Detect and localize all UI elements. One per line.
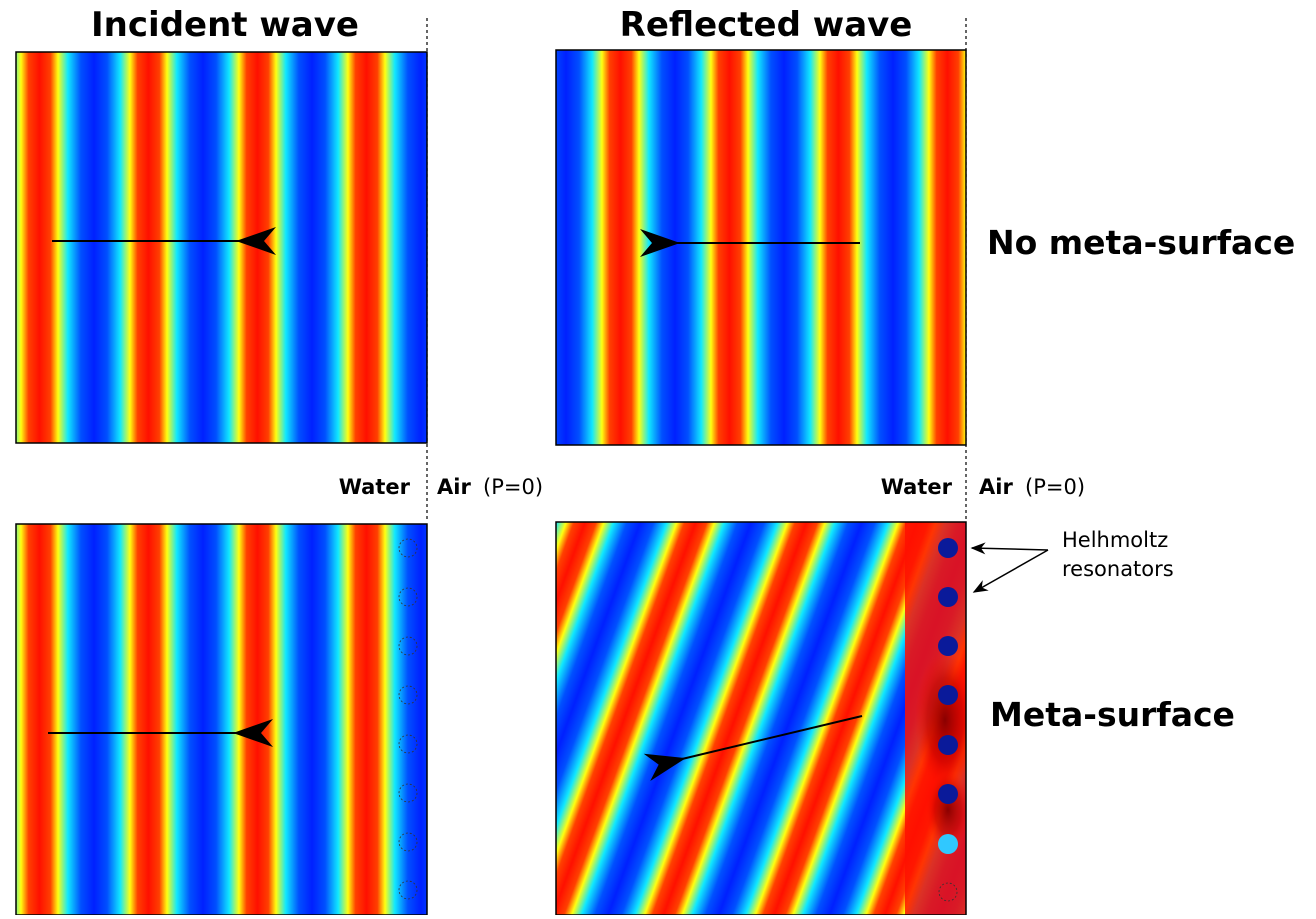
- column-title: Incident wave: [91, 5, 359, 45]
- incident-field-meta: [16, 524, 427, 915]
- boundary-condition: (P=0): [483, 475, 543, 499]
- annotation-text: Helhmoltz: [1062, 528, 1168, 552]
- resonator-annotation: Helhmoltz resonators: [972, 528, 1174, 592]
- medium-label: Water: [881, 475, 953, 499]
- reflected-field: [556, 50, 966, 445]
- medium-label: Air: [979, 475, 1013, 499]
- incident-field: [16, 52, 427, 443]
- row-title: Meta-surface: [990, 695, 1235, 734]
- row-title: No meta-surface: [987, 223, 1295, 262]
- reflected-field-meta: [556, 522, 975, 915]
- column-title: Reflected wave: [620, 5, 913, 45]
- page: {"titles": {"incident": "Incident wave",…: [0, 0, 1316, 915]
- medium-label: Air: [437, 475, 471, 499]
- boundary-condition: (P=0): [1025, 475, 1085, 499]
- annotation-text: resonators: [1062, 557, 1174, 581]
- medium-label: Water: [339, 475, 411, 499]
- figure: Incident wave Reflected wave No meta-sur…: [0, 0, 1316, 915]
